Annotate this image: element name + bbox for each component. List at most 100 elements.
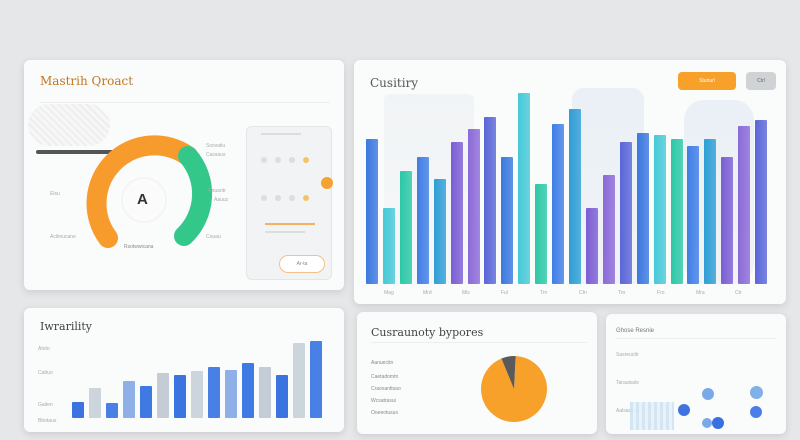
- bar-chart-bar: [535, 184, 547, 284]
- small-bar-chart-bar: [310, 341, 322, 418]
- bar-chart-bar: [586, 208, 598, 284]
- pie-row-label-1: Aanuecitn: [371, 360, 394, 366]
- bar-chart-axis-tick: Trn: [540, 290, 548, 296]
- bar-chart-bar: [755, 120, 767, 284]
- side-panel-button[interactable]: Ar-ta: [279, 255, 325, 273]
- small-bar-chart-bar: [123, 381, 135, 418]
- bar-chart-bar: [721, 157, 733, 284]
- scatter-bg-column: [630, 402, 674, 430]
- bar-chart-bar: [671, 139, 683, 284]
- small-bar-chart-bar: [259, 367, 271, 418]
- small-bar-chart-bar: [72, 402, 84, 418]
- bar-chart-axis-tick: Ctn: [579, 290, 587, 296]
- bar-chart-bar: [738, 126, 750, 284]
- small-axis-label-3: Gaiten: [38, 402, 53, 408]
- small-bar-chart-bar: [208, 367, 220, 418]
- gauge-right-label-5: Couau: [206, 234, 221, 240]
- scatter-point: [678, 404, 690, 416]
- side-panel-dot: [289, 195, 295, 201]
- bar-chart-x-axis: Mag Mrd Mis Ful Trn Ctn Tro Fro Mra Ctr: [384, 290, 774, 298]
- bar-chart-axis-tick: Mag: [384, 290, 394, 296]
- bar-chart-bar: [603, 175, 615, 284]
- bar-chart-axis-tick: Fro: [657, 290, 665, 296]
- bar-chart-title: Cusitiry: [370, 76, 419, 90]
- gauge-right-label-4: Aauuz: [214, 197, 229, 203]
- bar-chart-bar: [400, 171, 412, 284]
- gauge-center: [121, 177, 167, 223]
- pie-chart-title: Cusraunoty bypores: [371, 326, 484, 339]
- header-divider: [40, 102, 330, 103]
- bar-chart-bar: [569, 109, 581, 284]
- scatter-label-3: Aalsaslea: [616, 408, 638, 414]
- pie-row-label-4: Wcsatrasui: [371, 398, 396, 404]
- bar-chart-bar: [518, 93, 530, 284]
- scatter-point: [750, 386, 763, 399]
- bar-chart-bar: [451, 142, 463, 284]
- pie-slice: [501, 356, 516, 389]
- pie-slice: [481, 356, 547, 422]
- gauge-card: Mastrih Qroact A Rsotwwicana Elsu Aclimu…: [24, 60, 344, 290]
- scatter-header-divider: [616, 338, 776, 339]
- side-panel-dot: [303, 195, 309, 201]
- bar-chart-axis-tick: Mra: [696, 290, 705, 296]
- side-panel-line-orange: [265, 223, 315, 225]
- bar-chart-bar: [366, 139, 378, 284]
- side-panel: Ar-ta: [246, 126, 333, 280]
- gauge-bottom-label: Rsotwwicana: [124, 244, 154, 250]
- side-panel-dot: [303, 157, 309, 163]
- bar-chart-axis-tick: Mis: [462, 290, 470, 296]
- small-bar-chart-bar: [174, 375, 186, 418]
- side-panel-dot: [275, 157, 281, 163]
- gauge-center-glyph: A: [137, 191, 148, 208]
- pie-chart-card: Cusraunoty bypores Aanuecitn Caetadomtn …: [357, 312, 597, 434]
- bar-chart-secondary-button[interactable]: Ctrl: [746, 72, 776, 90]
- scatter-label-1: Sasreucttr: [616, 352, 639, 358]
- gauge-left-label-1: Elsu: [50, 191, 60, 197]
- small-bar-chart-card: Iwrarility Atoto Cattuo Gaiten Bbotaus: [24, 308, 344, 432]
- gauge-card-title: Mastrih Qroact: [40, 74, 134, 88]
- small-bar-chart-bar: [276, 375, 288, 418]
- small-bar-chart-bar: [140, 386, 152, 418]
- gauge-right-label-3: Couantr: [208, 188, 226, 194]
- bar-chart-card: Cusitiry Sturiurl Ctrl Mag Mrd Mis Ful Trn Ct…: [354, 60, 786, 304]
- bar-chart-bar: [620, 142, 632, 284]
- gauge-right-label-2: Cassaus: [206, 152, 226, 158]
- scatter-label-2: Tarautasle: [616, 380, 640, 386]
- pie-row-label-3: Craoxanttsao: [371, 386, 401, 392]
- bar-chart-bar: [687, 146, 699, 284]
- gauge-svg: [86, 135, 213, 248]
- scatter-point: [702, 388, 714, 400]
- pie-svg: [481, 356, 547, 422]
- scatter-point: [702, 418, 712, 428]
- side-panel-dot: [275, 195, 281, 201]
- small-bar-chart-bar: [293, 343, 305, 418]
- side-panel-dot: [261, 157, 267, 163]
- small-bar-chart-plot: [70, 334, 330, 418]
- pie-header-divider: [371, 342, 587, 343]
- pie-row-label-2: Caetadomtn: [371, 374, 399, 380]
- scatter-title: Ghose Resnie: [616, 328, 655, 334]
- small-bar-chart-bar: [106, 403, 118, 418]
- small-bar-chart-bar: [225, 370, 237, 418]
- small-bar-chart-bar: [191, 371, 203, 418]
- bar-chart-bar: [552, 124, 564, 284]
- side-panel-line: [261, 133, 301, 135]
- gauge-decor-blob: [28, 104, 110, 146]
- bar-chart-axis-tick: Mrd: [423, 290, 432, 296]
- small-axis-label-4: Bbotaus: [38, 418, 57, 424]
- bar-chart-bar: [637, 133, 649, 284]
- bar-chart-bar: [501, 157, 513, 284]
- bar-chart-plot: [362, 60, 778, 284]
- bar-chart-axis-tick: Ful: [501, 290, 508, 296]
- small-axis-label-1: Atoto: [38, 346, 50, 352]
- side-panel-line: [265, 231, 305, 233]
- small-bar-chart-bar: [157, 373, 169, 418]
- gauge-label-line: [36, 150, 116, 154]
- side-panel-dot: [289, 157, 295, 163]
- bar-chart-bar: [704, 139, 716, 284]
- side-panel-toggle-dot[interactable]: [321, 177, 333, 189]
- bar-chart-axis-tick: Tro: [618, 290, 626, 296]
- gauge-arc-green: [174, 146, 213, 246]
- bar-chart-bar: [484, 117, 496, 284]
- bar-chart-primary-button[interactable]: Sturiurl: [678, 72, 736, 90]
